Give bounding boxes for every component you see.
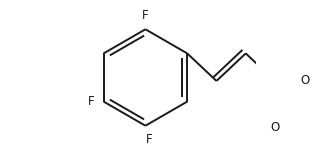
Text: F: F [146, 133, 152, 146]
Text: F: F [142, 9, 149, 22]
Text: O: O [300, 74, 310, 87]
Text: F: F [88, 95, 94, 108]
Text: O: O [270, 121, 280, 134]
